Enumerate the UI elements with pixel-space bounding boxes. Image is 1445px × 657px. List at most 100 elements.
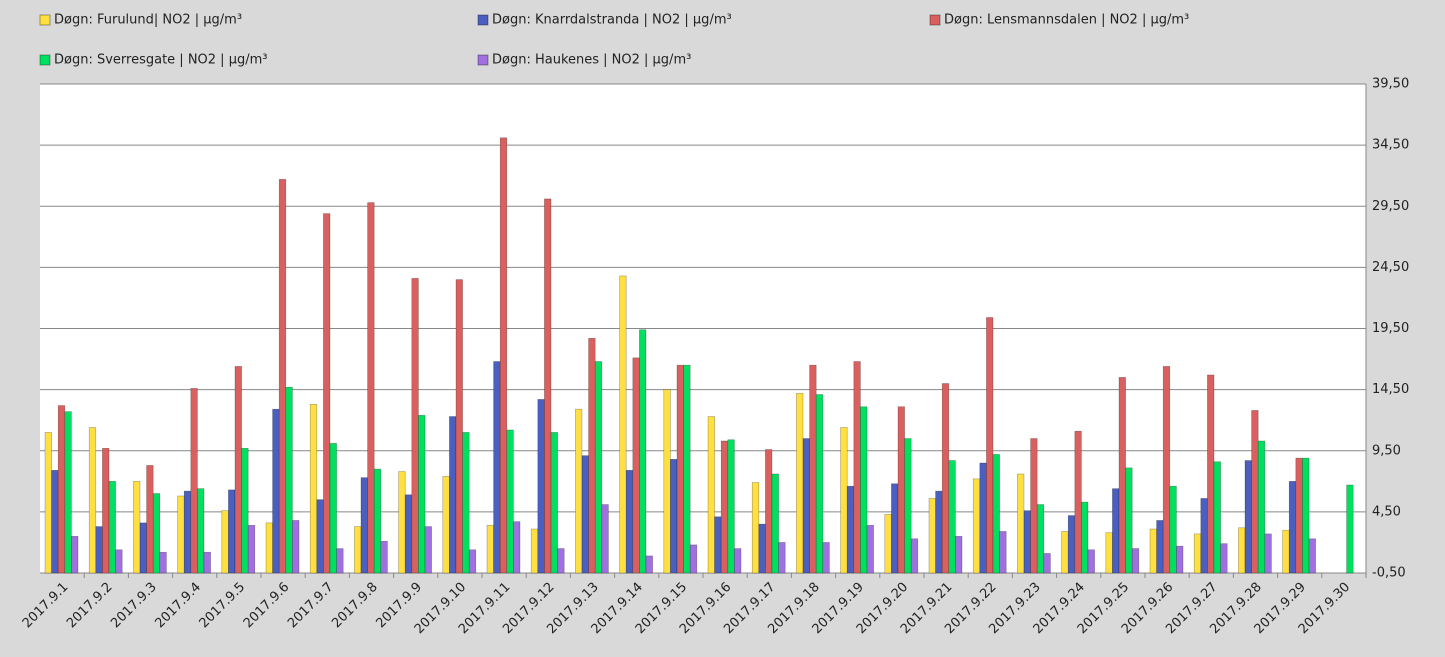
bar <box>689 544 698 574</box>
bar <box>146 465 154 574</box>
bar <box>404 494 413 574</box>
bar <box>449 416 457 574</box>
bar <box>645 555 653 574</box>
bar <box>751 482 760 574</box>
legend-swatch <box>39 54 51 66</box>
bar <box>1023 510 1031 574</box>
bar <box>575 408 583 574</box>
bar <box>1200 498 1208 574</box>
bar <box>292 520 300 574</box>
bar <box>499 137 508 574</box>
legend-swatch <box>477 14 489 26</box>
bar <box>720 440 729 574</box>
bar <box>336 548 344 574</box>
y-tick-label: -0,50 <box>1372 566 1406 581</box>
bar <box>285 386 293 574</box>
bar <box>840 427 848 574</box>
bar <box>221 510 229 574</box>
bar <box>986 317 994 574</box>
bar <box>183 490 192 574</box>
bar <box>1295 457 1303 574</box>
bar <box>544 198 552 574</box>
bar <box>44 432 52 574</box>
bar <box>115 549 123 574</box>
bar <box>455 279 463 574</box>
bar <box>354 526 362 574</box>
bar <box>1105 532 1113 574</box>
legend-swatch <box>39 14 51 26</box>
legend-label: Døgn: Sverresgate | NO2 | µg/m³ <box>54 53 267 68</box>
bar <box>102 448 110 574</box>
bar <box>1125 467 1133 574</box>
bar <box>1156 520 1164 574</box>
y-tick-label: 4,50 <box>1372 504 1401 519</box>
bar <box>139 522 147 574</box>
bar <box>506 429 514 574</box>
bar <box>398 471 406 574</box>
bar <box>941 383 950 574</box>
legend-label: Døgn: Furulund| NO2 | µg/m³ <box>54 13 242 28</box>
bar <box>683 364 691 574</box>
bar <box>815 394 824 574</box>
bar <box>928 498 936 574</box>
bar <box>272 408 280 574</box>
bar <box>765 449 773 574</box>
y-tick-label: 24,50 <box>1372 260 1409 275</box>
bar <box>676 364 684 574</box>
bar <box>955 536 963 574</box>
bar <box>1238 527 1246 574</box>
bar <box>802 438 810 574</box>
bar <box>1257 440 1266 574</box>
bar <box>88 427 97 574</box>
bar <box>159 551 167 574</box>
y-tick-label: 14,50 <box>1372 382 1409 397</box>
bar <box>714 516 722 574</box>
bar <box>64 411 72 574</box>
bar <box>897 406 905 574</box>
bar <box>1067 515 1076 574</box>
bar <box>1251 410 1259 574</box>
bar <box>530 528 539 574</box>
bar <box>707 416 715 574</box>
bar <box>846 485 855 574</box>
legend-swatch <box>929 14 941 26</box>
legend-label: Døgn: Knarrdalstranda | NO2 | µg/m³ <box>492 13 732 28</box>
bar <box>1169 485 1177 574</box>
bar <box>1207 374 1215 574</box>
y-tick-label: 34,50 <box>1372 138 1409 153</box>
bar <box>1061 531 1069 574</box>
bar <box>152 493 161 574</box>
bar <box>1030 438 1038 574</box>
bar <box>1264 533 1272 574</box>
bar <box>537 399 545 574</box>
bar <box>594 361 603 574</box>
bar <box>360 477 368 574</box>
bar <box>1074 430 1082 574</box>
bar <box>884 514 892 574</box>
bar <box>197 488 205 574</box>
bar <box>910 538 919 574</box>
bar <box>778 542 786 574</box>
bar <box>513 521 521 574</box>
bar <box>486 525 494 574</box>
bar <box>822 542 830 574</box>
bar <box>278 179 287 574</box>
y-tick-label: 39,50 <box>1372 77 1409 92</box>
bar <box>234 366 242 574</box>
bar <box>1282 529 1290 574</box>
bar <box>380 540 388 574</box>
bar <box>550 432 558 574</box>
bar <box>1017 473 1025 574</box>
bar <box>1087 549 1095 574</box>
bar <box>557 548 565 574</box>
bar <box>133 481 141 574</box>
bar <box>190 388 198 574</box>
bar <box>588 337 596 574</box>
bar <box>108 481 116 574</box>
bar <box>1118 377 1126 574</box>
legend-swatch <box>477 54 489 66</box>
bar <box>999 531 1007 574</box>
bar <box>442 476 450 574</box>
bar <box>758 523 766 574</box>
